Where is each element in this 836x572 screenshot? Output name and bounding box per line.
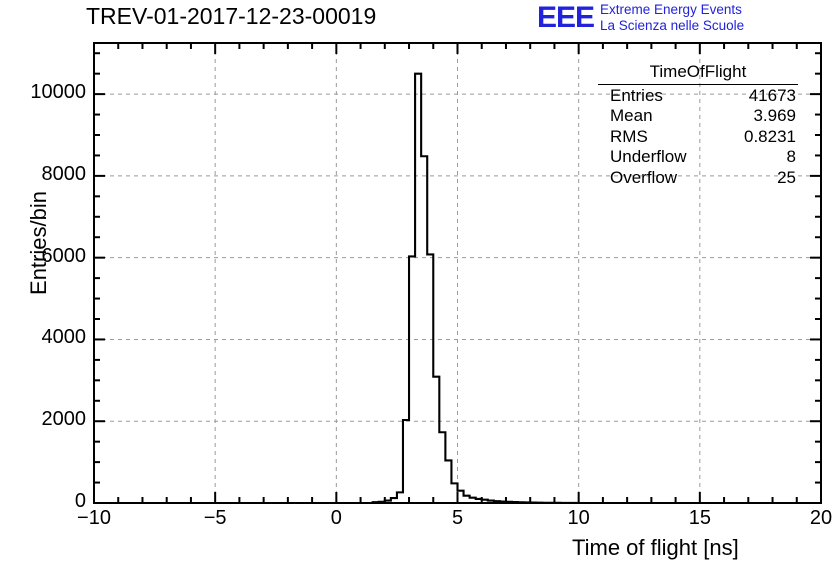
stats-box-title: TimeOfFlight xyxy=(598,62,798,85)
plot-area-background xyxy=(94,43,821,503)
stats-row-key: Overflow xyxy=(610,167,678,187)
stats-row-key: Underflow xyxy=(610,147,687,166)
stats-row-key: Entries xyxy=(610,85,663,105)
x-axis-title: Time of flight [ns] xyxy=(572,535,739,560)
y-axis-tick-label: 0 xyxy=(74,490,86,512)
eee-logo-mark: EEE xyxy=(537,1,595,34)
x-axis-tick-label: 20 xyxy=(809,507,833,529)
plot-frame xyxy=(93,42,822,504)
stats-box: TimeOfFlight Entries 41673 Mean 3.969 RMS 0.8… xyxy=(598,62,798,188)
eee-logo-line2: La Scienza nelle Scuole xyxy=(600,18,745,33)
eee-logo: EEE Extreme Energy Events La Scienza nel… xyxy=(537,2,744,34)
y-axis-tick-label: 2000 xyxy=(41,408,87,431)
stats-row-value: 3.969 xyxy=(753,106,796,125)
stats-row-value: 41673 xyxy=(748,85,796,105)
eee-logo-line1: Extreme Energy Events xyxy=(600,2,742,17)
stats-row: Overflow 25 xyxy=(598,168,798,189)
x-axis-tick-label: −5 xyxy=(203,507,227,529)
stats-row: Entries 41673 xyxy=(598,86,798,107)
stats-row-value: 25 xyxy=(777,167,796,187)
x-axis-tick-label: 10 xyxy=(567,507,590,529)
x-axis-tick-label: −10 xyxy=(77,507,111,529)
x-axis-tick-label: 0 xyxy=(330,507,342,529)
stats-row-value: 8 xyxy=(786,147,796,166)
stats-box-rows: Entries 41673 Mean 3.969 RMS 0.8231 Underflow 8… xyxy=(598,86,798,189)
y-axis-tick-label: 4000 xyxy=(41,326,87,349)
grid-lines xyxy=(94,43,821,503)
stats-row: RMS 0.8231 xyxy=(598,127,798,148)
eee-logo-text: Extreme Energy Events La Scienza nelle S… xyxy=(600,2,744,34)
stats-row: Mean 3.969 xyxy=(598,106,798,127)
stats-row: Underflow 8 xyxy=(598,147,798,168)
stats-row-key: RMS xyxy=(610,126,648,146)
stats-row-key: Mean xyxy=(610,106,653,125)
y-axis-tick-label: 6000 xyxy=(41,244,87,267)
x-axis-tick-label: 5 xyxy=(451,507,464,529)
page-title: TREV-01-2017-12-23-00019 xyxy=(86,3,377,29)
stats-row-value: 0.8231 xyxy=(744,126,796,146)
y-axis-tick-label: 8000 xyxy=(41,162,87,185)
x-axis-tick-label: 15 xyxy=(688,507,711,529)
y-axis-tick-label: 10000 xyxy=(30,81,86,104)
